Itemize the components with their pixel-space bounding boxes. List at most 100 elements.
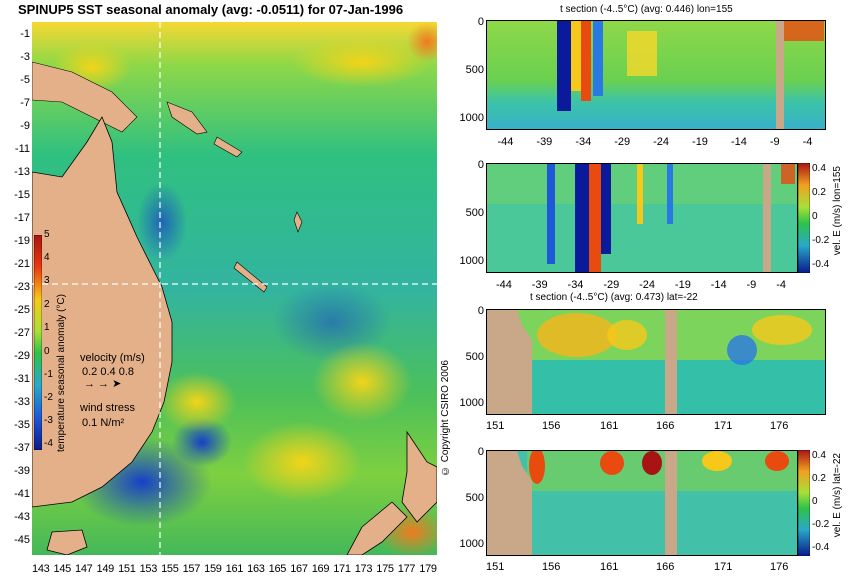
lon-tick: 157 xyxy=(182,563,201,575)
lon-tick: 177 xyxy=(397,563,416,575)
lat-tick: -21 xyxy=(14,258,30,270)
lat-tick: -15 xyxy=(14,189,30,201)
lat-tick: -9 xyxy=(769,136,780,148)
lon-tick: 179 xyxy=(419,563,437,575)
sst-anomaly-map[interactable]: 5 4 3 2 1 0 -1 -2 -3 -4 temperature seas… xyxy=(31,22,447,557)
map-lat-axis: -1 -3 -5 -7 -9 -11 -13 -15 -17 -19 -21 -… xyxy=(0,22,30,555)
lat-tick: -29 xyxy=(14,350,30,362)
lat-tick: -39 xyxy=(536,136,553,148)
lon-tick: 173 xyxy=(354,563,373,575)
panel4-xaxis: 151 156 161 166 171 176 xyxy=(486,561,796,575)
lat-tick: -25 xyxy=(14,304,30,316)
lon-tick: 151 xyxy=(118,563,136,575)
velocity-legend-values: 0.2 0.4 0.8 xyxy=(82,366,134,378)
panel3-title: t section (-4..5°C) (avg: 0.473) lat=-22 xyxy=(530,292,698,303)
lat-tick: -33 xyxy=(14,396,30,408)
lat-tick: -13 xyxy=(14,166,30,178)
panel4-colorbar-label: vel. E (m/s) lat=-22 xyxy=(832,453,843,538)
depth-tick: 1000 xyxy=(459,112,484,124)
sst-colorbar-ticks: 5 4 3 2 1 0 -1 -2 -3 -4 xyxy=(44,229,56,459)
lon-tick: 159 xyxy=(204,563,222,575)
lat-tick: -41 xyxy=(14,488,30,500)
lon-tick: 165 xyxy=(268,563,287,575)
lat-tick: -39 xyxy=(531,279,548,291)
lat-tick: -39 xyxy=(14,465,30,477)
lon-tick: 151 xyxy=(486,420,505,432)
wind-legend-value: 0.1 N/m² xyxy=(82,417,125,429)
lon-tick: 163 xyxy=(247,563,265,575)
cb-tick: 3 xyxy=(44,275,50,286)
velocity-legend-title: velocity (m/s) xyxy=(80,352,145,364)
depth-tick: 0 xyxy=(477,446,484,458)
panel1-title: t section (-4..5°C) (avg: 0.446) lon=155 xyxy=(560,4,733,15)
lat-tick: -9 xyxy=(20,120,30,132)
cb-tick: 0.2 xyxy=(812,473,826,484)
sst-colorbar-label: temperature seasonal anomaly (°C) xyxy=(56,294,67,452)
lat-tick: -43 xyxy=(14,511,30,523)
lat-tick: -14 xyxy=(710,279,727,291)
depth-tick: 1000 xyxy=(459,397,484,409)
lon-tick: 149 xyxy=(96,563,115,575)
panel1-xaxis: -44 -39 -34 -29 -24 -19 -14 -9 -4 xyxy=(486,136,824,148)
panel2-velocity-section-lon155[interactable] xyxy=(486,163,798,273)
lon-tick: 175 xyxy=(376,563,394,575)
new-caledonia-land xyxy=(233,261,268,293)
lon-tick: 161 xyxy=(600,420,619,432)
panel3-xaxis: 151 156 161 166 171 176 xyxy=(486,420,824,434)
lat-tick: -29 xyxy=(603,279,620,291)
map-title: SPINUP5 SST seasonal anomaly (avg: -0.05… xyxy=(18,2,404,17)
panel2-colorbar-label: vel. E (m/s) lon=155 xyxy=(832,166,843,256)
depth-tick: 500 xyxy=(465,64,484,76)
cb-tick: -1 xyxy=(44,369,53,380)
lon-tick: 153 xyxy=(139,563,158,575)
lon-tick: 171 xyxy=(714,561,733,573)
lat-tick: -14 xyxy=(730,136,747,148)
lat-tick: -34 xyxy=(575,136,592,148)
lat-tick: -23 xyxy=(14,281,30,293)
lon-tick: 161 xyxy=(225,563,244,575)
lat-tick: -35 xyxy=(14,419,30,431)
lon-tick: 176 xyxy=(770,561,789,573)
australia-land xyxy=(31,116,173,508)
depth-tick: 0 xyxy=(477,159,484,171)
panel2-colorbar xyxy=(797,162,811,274)
lon-tick: 161 xyxy=(600,561,619,573)
cb-tick: 0.4 xyxy=(812,163,826,174)
wind-legend-title: wind stress xyxy=(80,402,136,414)
lat-tick: -4 xyxy=(802,136,813,148)
cb-tick: -0.2 xyxy=(812,235,830,246)
lon-tick: 171 xyxy=(333,563,351,575)
cb-tick: 0.4 xyxy=(812,450,826,461)
lon-tick: 166 xyxy=(656,561,675,573)
lat-tick: -19 xyxy=(692,136,708,148)
lat-tick: -9 xyxy=(746,279,757,291)
cb-tick: 0 xyxy=(812,211,818,222)
lon-tick: 171 xyxy=(714,420,733,432)
depth-tick: 0 xyxy=(477,16,484,28)
cb-tick: 1 xyxy=(44,322,50,333)
depth-tick: 1000 xyxy=(459,255,484,267)
cb-tick: 2 xyxy=(44,299,50,310)
panel4-velocity-section-lat22[interactable] xyxy=(486,448,798,556)
lat-tick: -27 xyxy=(14,327,30,339)
lat-tick: -31 xyxy=(14,373,30,385)
lat-tick: -11 xyxy=(14,143,30,155)
lat-tick: -44 xyxy=(497,136,514,148)
lat-tick: -7 xyxy=(20,97,30,109)
lon-tick: 155 xyxy=(161,563,179,575)
depth-tick: 500 xyxy=(465,351,484,363)
cb-tick: 0 xyxy=(812,496,818,507)
lat-tick: -19 xyxy=(14,235,30,247)
depth-tick: 1000 xyxy=(459,538,484,550)
panel3-temp-section-lat22[interactable] xyxy=(486,309,826,415)
panel1-temp-section-lon155[interactable] xyxy=(486,20,826,130)
lat-tick: -24 xyxy=(653,136,670,148)
lon-tick: 156 xyxy=(542,420,561,432)
depth-tick: 0 xyxy=(477,305,484,317)
lon-tick: 151 xyxy=(486,561,505,573)
depth-tick: 500 xyxy=(465,207,484,219)
lon-tick: 166 xyxy=(656,420,675,432)
depth-tick: 500 xyxy=(465,492,484,504)
velocity-arrows-icon: → → ➤ xyxy=(84,378,122,390)
cb-tick: -3 xyxy=(44,415,53,426)
